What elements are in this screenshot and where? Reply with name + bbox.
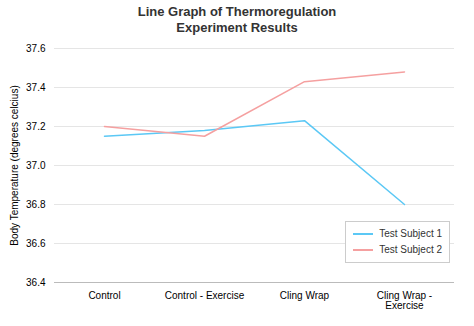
svg-text:36.6: 36.6 [26, 238, 46, 249]
html-text:Line Graph of Thermoregulation: Line Graph of Thermoregulation Experimen… [137, 4, 337, 35]
svg-text:Body Temperature (degrees celc: Body Temperature (degrees celcius) [9, 85, 20, 245]
svg-text:Cling Wrap -Exercise: Cling Wrap -Exercise [377, 290, 432, 311]
html-text:Test Subject 1: Test Subject 1 [379, 228, 442, 239]
svg-text:37.4: 37.4 [26, 82, 46, 93]
svg-text:Control: Control [88, 290, 120, 301]
svg-text:37.6: 37.6 [26, 43, 46, 54]
svg-text:Control - Exercise: Control - Exercise [165, 290, 245, 301]
svg-text:Cling Wrap: Cling Wrap [280, 290, 330, 301]
svg-text:36.8: 36.8 [26, 199, 46, 210]
svg-text:37.2: 37.2 [26, 121, 46, 132]
html-text:Test Subject 2: Test Subject 2 [379, 244, 442, 255]
svg-text:36.4: 36.4 [26, 277, 46, 288]
svg-text:37.0: 37.0 [26, 160, 46, 171]
